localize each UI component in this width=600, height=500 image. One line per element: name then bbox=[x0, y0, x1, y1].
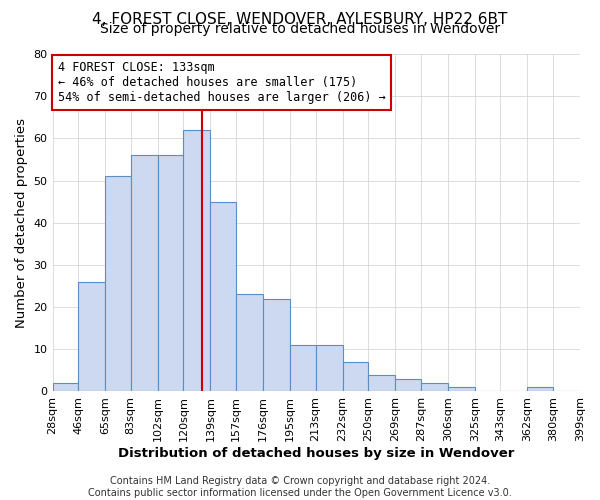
Bar bbox=[263, 298, 290, 392]
Bar bbox=[290, 345, 316, 392]
Bar bbox=[527, 387, 553, 392]
Bar bbox=[395, 379, 421, 392]
Bar bbox=[131, 155, 158, 392]
Bar bbox=[78, 282, 105, 392]
Bar bbox=[316, 345, 343, 392]
Bar bbox=[211, 202, 236, 392]
Bar bbox=[343, 362, 368, 392]
Text: Contains HM Land Registry data © Crown copyright and database right 2024.
Contai: Contains HM Land Registry data © Crown c… bbox=[88, 476, 512, 498]
Bar bbox=[236, 294, 263, 392]
Bar bbox=[368, 374, 395, 392]
Y-axis label: Number of detached properties: Number of detached properties bbox=[15, 118, 28, 328]
Text: 4 FOREST CLOSE: 133sqm
← 46% of detached houses are smaller (175)
54% of semi-de: 4 FOREST CLOSE: 133sqm ← 46% of detached… bbox=[58, 60, 386, 104]
Bar bbox=[184, 130, 211, 392]
Text: Size of property relative to detached houses in Wendover: Size of property relative to detached ho… bbox=[100, 22, 500, 36]
Bar bbox=[53, 383, 78, 392]
Bar bbox=[421, 383, 448, 392]
Text: 4, FOREST CLOSE, WENDOVER, AYLESBURY, HP22 6BT: 4, FOREST CLOSE, WENDOVER, AYLESBURY, HP… bbox=[92, 12, 508, 28]
Bar bbox=[448, 387, 475, 392]
Bar bbox=[105, 176, 131, 392]
Bar bbox=[158, 155, 184, 392]
X-axis label: Distribution of detached houses by size in Wendover: Distribution of detached houses by size … bbox=[118, 447, 514, 460]
